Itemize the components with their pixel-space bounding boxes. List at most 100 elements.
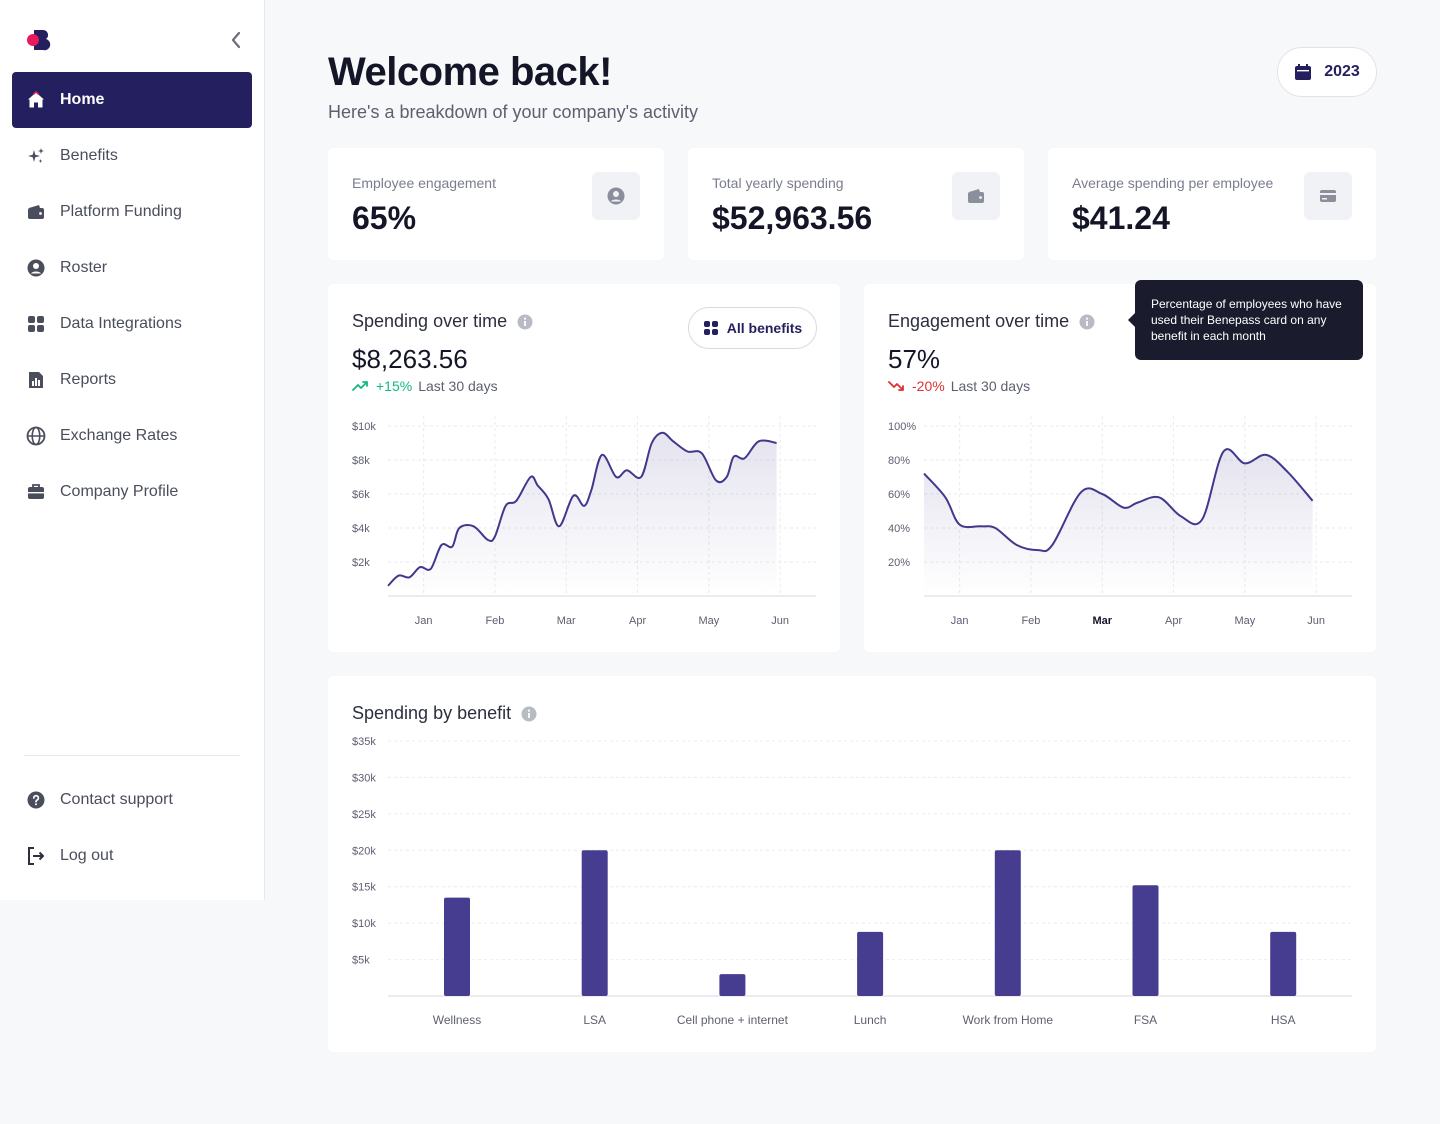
stat-value: 65% xyxy=(352,200,417,236)
sidebar-item-label: Platform Funding xyxy=(60,203,182,220)
y-tick-label: $5k xyxy=(352,955,370,967)
collapse-sidebar-button[interactable] xyxy=(226,30,246,50)
y-tick-label: $35k xyxy=(352,736,376,748)
stat-card-engagement: Employee engagement 65% xyxy=(328,148,664,260)
brand-logo[interactable] xyxy=(26,29,54,51)
sidebar-item-home[interactable]: Home xyxy=(12,72,252,128)
x-tick-label: Jan xyxy=(415,615,433,627)
sparkles-icon xyxy=(26,146,46,166)
chevron-left-icon xyxy=(231,31,241,49)
spending-value: $8,263.56 xyxy=(352,344,468,374)
page-title: Welcome back! xyxy=(328,50,613,94)
y-tick-label: 40% xyxy=(888,523,910,535)
sidebar-item-reports[interactable]: Reports xyxy=(12,352,252,408)
sidebar-item-label: Data Integrations xyxy=(60,315,182,332)
stat-label: Average spending per employee xyxy=(1072,175,1274,191)
x-tick-label: HSA xyxy=(1271,1013,1296,1027)
sidebar-item-label: Log out xyxy=(60,847,114,864)
y-tick-label: $8k xyxy=(352,455,370,467)
y-tick-label: 80% xyxy=(888,455,910,467)
report-icon xyxy=(26,370,46,390)
year-selector-button[interactable]: 2023 xyxy=(1277,47,1377,97)
x-tick-label: Work from Home xyxy=(963,1013,1054,1027)
y-tick-label: 100% xyxy=(888,421,916,433)
logout-icon xyxy=(26,846,46,866)
x-tick-label: Wellness xyxy=(433,1013,481,1027)
x-tick-label: LSA xyxy=(583,1013,606,1027)
sidebar-nav: Home Benefits Platform Funding Roster Da… xyxy=(12,72,252,520)
y-tick-label: $25k xyxy=(352,809,376,821)
trend-change: -20% xyxy=(912,378,945,394)
wallet-icon xyxy=(26,202,46,222)
sidebar-bottom-nav: Contact support Log out xyxy=(12,772,252,884)
y-tick-label: 20% xyxy=(888,557,910,569)
sidebar-item-log-out[interactable]: Log out xyxy=(12,828,252,884)
y-tick-label: $10k xyxy=(352,918,376,930)
spending-trend: +15% Last 30 days xyxy=(352,378,498,394)
series-line xyxy=(923,448,1314,553)
briefcase-icon xyxy=(26,482,46,502)
stat-value: $52,963.56 xyxy=(712,200,873,236)
sidebar-item-contact-support[interactable]: Contact support xyxy=(12,772,252,828)
x-tick-label: May xyxy=(698,615,719,627)
x-tick-label: Apr xyxy=(1165,615,1182,627)
sidebar-item-data-integrations[interactable]: Data Integrations xyxy=(12,296,252,352)
year-label: 2023 xyxy=(1324,63,1360,80)
series-area xyxy=(388,432,777,596)
stat-card-total-spending: Total yearly spending $52,963.56 xyxy=(688,148,1024,260)
sidebar-item-label: Roster xyxy=(60,259,108,276)
info-icon[interactable] xyxy=(521,706,537,722)
series-line xyxy=(387,431,777,587)
trend-period: Last 30 days xyxy=(950,378,1031,394)
info-icon[interactable] xyxy=(517,314,533,330)
engagement-line-chart: 20% 40% 60% 80% 100% Jan Feb Mar Apr May Jun xyxy=(888,416,1352,627)
bar xyxy=(444,897,470,996)
sidebar-item-roster[interactable]: Roster xyxy=(12,240,252,296)
sidebar-item-label: Benefits xyxy=(60,147,118,164)
sidebar-item-exchange-rates[interactable]: Exchange Rates xyxy=(12,408,252,464)
sidebar-item-company-profile[interactable]: Company Profile xyxy=(12,464,252,520)
sidebar-item-label: Contact support xyxy=(60,791,173,808)
x-tick-label: Apr xyxy=(629,615,646,627)
user-icon xyxy=(592,172,640,220)
x-tick-label: Jun xyxy=(1307,615,1325,627)
y-tick-label: $4k xyxy=(352,523,370,535)
engagement-info-tooltip: Percentage of employees who have used th… xyxy=(1128,280,1363,360)
sidebar: Home Benefits Platform Funding Roster Da… xyxy=(0,0,265,900)
wallet-icon xyxy=(952,172,1000,220)
trend-up-icon xyxy=(352,381,368,391)
y-tick-label: 60% xyxy=(888,489,910,501)
y-tick-label: $2k xyxy=(352,557,370,569)
bar xyxy=(1270,931,1297,996)
chart-title: Engagement over time xyxy=(888,311,1095,332)
sidebar-item-platform-funding[interactable]: Platform Funding xyxy=(12,184,252,240)
chart-title: Spending over time xyxy=(352,311,533,332)
trend-change: +15% xyxy=(376,378,413,394)
x-tick-label: Feb xyxy=(1021,615,1040,627)
grid-icon xyxy=(26,314,46,334)
bar xyxy=(994,850,1021,996)
engagement-value: 57% xyxy=(888,344,941,374)
x-tick-label: Feb xyxy=(485,615,504,627)
x-tick-label: Jun xyxy=(771,615,789,627)
spending-over-time-card: Spending over time $8,263.56 +15% Last 3… xyxy=(328,284,840,652)
x-tick-label: FSA xyxy=(1134,1013,1157,1027)
chart-title: Spending by benefit xyxy=(352,703,537,724)
bar xyxy=(581,850,608,996)
chart-title-text: Spending by benefit xyxy=(352,703,512,723)
y-tick-label: $6k xyxy=(352,489,370,501)
y-tick-label: $20k xyxy=(352,845,376,857)
sidebar-item-benefits[interactable]: Benefits xyxy=(12,128,252,184)
x-tick-label: Mar xyxy=(1092,615,1112,627)
x-tick-label: Jan xyxy=(951,615,969,627)
filter-label: All benefits xyxy=(726,320,803,336)
calendar-icon xyxy=(1295,64,1312,80)
help-icon xyxy=(26,790,46,810)
all-benefits-filter-button[interactable]: All benefits xyxy=(688,307,817,349)
spending-line-chart: $2k $4k $6k $8k $10k Jan Feb Mar Apr May Jun xyxy=(352,416,816,627)
home-icon xyxy=(26,90,46,110)
x-tick-label: May xyxy=(1234,615,1255,627)
y-tick-label: $10k xyxy=(352,421,376,433)
stat-label: Total yearly spending xyxy=(712,175,844,191)
info-icon[interactable] xyxy=(1079,314,1095,330)
